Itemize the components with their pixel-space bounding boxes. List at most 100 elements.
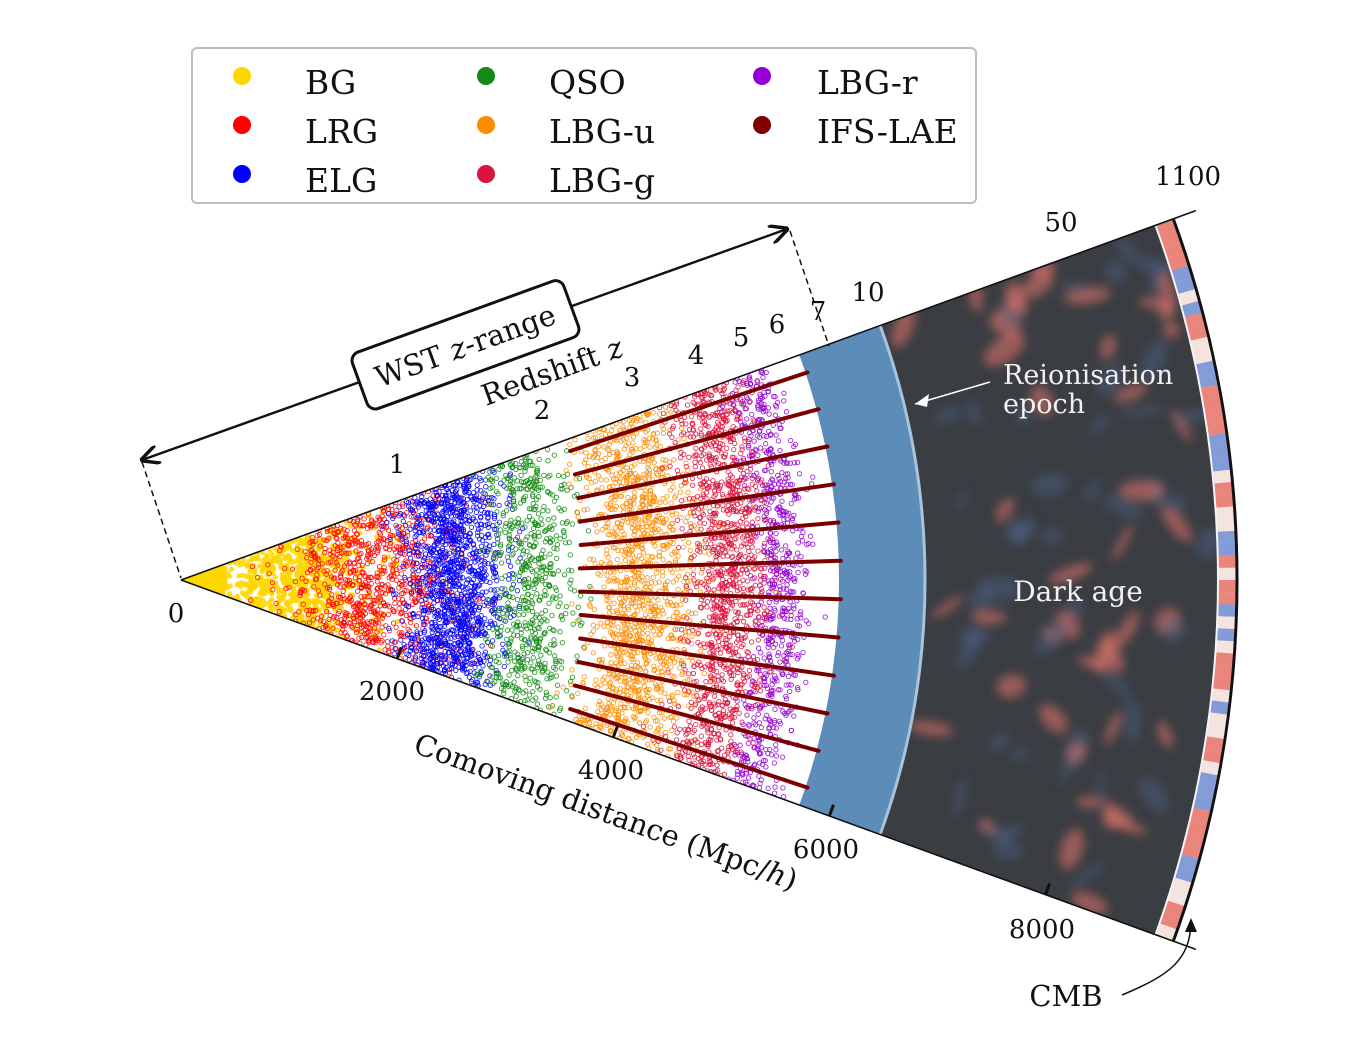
galaxy-point (276, 556, 283, 562)
cmb-patch (1160, 912, 1182, 930)
cmb-patch (1198, 372, 1219, 388)
galaxy-point (255, 556, 261, 562)
dark-age-blob (1010, 748, 1030, 761)
cmb-patch (1201, 384, 1221, 400)
legend-item-lbg-g: LBG-g (477, 161, 655, 200)
dark-age-blob (979, 818, 995, 834)
dark-age-blob (1139, 339, 1168, 381)
galaxy-point (246, 588, 252, 594)
galaxy-point (308, 580, 314, 586)
dark-age-blob (1048, 563, 1093, 585)
dark-age-blob (1014, 401, 1032, 424)
dark-age-blob (983, 332, 1026, 367)
dark-age-blob (1076, 796, 1103, 808)
galaxy-point (272, 574, 278, 580)
cmb-patch (1203, 396, 1224, 412)
dark-age-blob (1123, 699, 1141, 743)
cmb-patch (1188, 324, 1209, 341)
galaxy-point (299, 541, 305, 547)
dark-age-blob (1104, 711, 1122, 745)
legend-marker-lbg-g (477, 165, 495, 183)
dark-age-blob (1030, 473, 1068, 497)
cmb-patch (1193, 795, 1214, 812)
legend: BG LRG ELG QSO LBG-u LBG-g LBG-r IFS-LAE (191, 47, 977, 204)
dark-age-blob (966, 401, 981, 426)
legend-label-lbg-g: LBG-g (549, 161, 656, 200)
cmb-patch (1218, 592, 1237, 605)
cmb-patch (1171, 877, 1193, 895)
galaxy-point (251, 569, 257, 575)
dark-age-blob (1132, 255, 1177, 275)
dark-age-blob (1004, 281, 1026, 308)
cmb-patch (1215, 494, 1235, 508)
cmb-patch (1185, 831, 1206, 848)
reionisation-front (878, 325, 927, 835)
dark-age-blob (1162, 321, 1180, 339)
legend-label-elg: ELG (305, 161, 378, 200)
galaxy-point (252, 583, 258, 590)
cmb-patch (1178, 288, 1200, 306)
dark-age-blob (1157, 721, 1173, 749)
galaxy-point (244, 581, 250, 587)
dark-age-blob (1095, 363, 1123, 396)
dark-age-blob (1030, 385, 1054, 417)
cmb-patch (1182, 842, 1203, 860)
dark-age-blob (1196, 528, 1222, 559)
dark-age-blob (955, 490, 969, 512)
legend-label-lbg-r: LBG-r (817, 63, 918, 102)
dark-age-blob (1118, 480, 1164, 501)
dark-age-blob (1039, 704, 1068, 734)
dark-age-blob (1115, 235, 1137, 263)
dark-age-blob (933, 406, 962, 425)
dark-age-blob (1103, 494, 1143, 519)
galaxy-point (292, 589, 298, 595)
cmb-patch (1214, 481, 1234, 496)
galaxy-point (265, 588, 271, 594)
dark-age-blob (1083, 479, 1101, 503)
galaxy-point (236, 573, 242, 579)
legend-marker-lbg-u (477, 116, 495, 134)
galaxy-point (395, 618, 401, 625)
dark-age-blob (1103, 261, 1127, 283)
cmb-patch (1216, 506, 1236, 520)
dark-age-blob (1112, 524, 1133, 561)
cmb-patch (1208, 712, 1229, 727)
galaxy-point (237, 562, 243, 568)
dark-age-blob (1067, 742, 1086, 764)
dark-age-fluctuations (891, 235, 1222, 916)
galaxy-point (281, 580, 287, 586)
legend-item-qso: QSO (477, 63, 626, 102)
legend-item-lrg: LRG (233, 112, 378, 151)
cmb-patch (1175, 866, 1197, 883)
dark-age-blob (1161, 506, 1192, 542)
cmb-patch (1188, 819, 1209, 836)
legend-marker-elg (233, 165, 251, 183)
galaxy-point (286, 573, 292, 579)
legend-marker-ifs-lae (753, 116, 771, 134)
legend-label-ifs-lae: IFS-LAE (817, 112, 958, 151)
dark-age-blob (1069, 861, 1108, 888)
dark-age-blob (907, 720, 954, 736)
dark-age-blob (996, 674, 1026, 698)
galaxy-point (318, 599, 325, 606)
cmb-patch (1218, 555, 1237, 568)
cmb-patch (1191, 336, 1212, 353)
galaxy-point (220, 572, 227, 578)
galaxy-point (228, 566, 235, 572)
dark-age-blob (995, 497, 1014, 523)
dark-age-blob (1099, 665, 1132, 701)
cmb-patch (1214, 664, 1234, 679)
legend-marker-bg (233, 67, 251, 85)
dark-age-blob (1114, 611, 1140, 649)
galaxy-point (286, 543, 292, 550)
galaxy-point (239, 589, 246, 596)
cmb-patch (1215, 652, 1235, 666)
cmb-patch (1218, 543, 1237, 556)
cmb-patch (1218, 567, 1237, 580)
cmb-patch (1218, 580, 1237, 593)
galaxy-point (339, 557, 345, 564)
legend-marker-lbg-r (753, 67, 771, 85)
cmb-patch (1213, 469, 1233, 484)
dark-age-blob (1063, 286, 1111, 305)
